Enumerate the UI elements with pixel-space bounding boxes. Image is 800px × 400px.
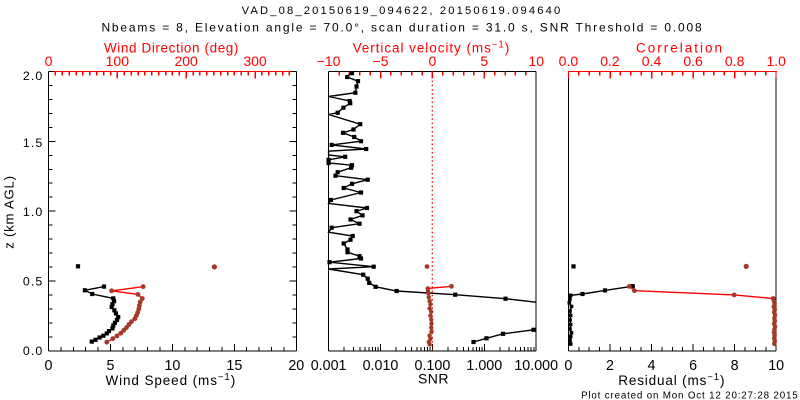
svg-text:1.0: 1.0 bbox=[23, 205, 44, 219]
svg-text:5: 5 bbox=[106, 358, 114, 374]
svg-text:15: 15 bbox=[226, 358, 242, 374]
svg-text:300: 300 bbox=[243, 53, 267, 69]
svg-text:0.6: 0.6 bbox=[683, 53, 703, 69]
svg-text:0: 0 bbox=[45, 53, 53, 69]
svg-text:4: 4 bbox=[648, 358, 656, 374]
svg-text:200: 200 bbox=[174, 53, 198, 69]
svg-text:6: 6 bbox=[689, 358, 697, 374]
svg-text:2.0: 2.0 bbox=[23, 69, 44, 83]
svg-text:10: 10 bbox=[768, 358, 784, 374]
svg-text:Nbeams = 8, Elevation angle =: Nbeams = 8, Elevation angle = 70.0°, sca… bbox=[101, 20, 703, 34]
svg-text:20: 20 bbox=[288, 358, 304, 374]
svg-text:1.0: 1.0 bbox=[766, 53, 786, 69]
svg-text:10: 10 bbox=[164, 358, 180, 374]
svg-text:SNR: SNR bbox=[418, 371, 449, 387]
svg-text:z (km AGL): z (km AGL) bbox=[2, 175, 17, 248]
svg-text:1.000: 1.000 bbox=[466, 358, 502, 374]
svg-text:0.0: 0.0 bbox=[23, 344, 44, 358]
svg-text:0: 0 bbox=[45, 358, 53, 374]
svg-text:2: 2 bbox=[606, 358, 614, 374]
svg-text:0.8: 0.8 bbox=[725, 53, 745, 69]
svg-text:5: 5 bbox=[480, 53, 488, 69]
svg-text:Wind Speed (ms−1): Wind Speed (ms−1) bbox=[105, 372, 236, 388]
svg-text:100: 100 bbox=[106, 53, 130, 69]
svg-text:8: 8 bbox=[731, 358, 739, 374]
svg-text:0: 0 bbox=[564, 358, 572, 374]
svg-text:0.5: 0.5 bbox=[23, 274, 44, 288]
svg-text:0.001: 0.001 bbox=[311, 358, 347, 374]
svg-text:Wind Direction (deg): Wind Direction (deg) bbox=[104, 41, 239, 56]
svg-text:−10: −10 bbox=[317, 53, 341, 69]
svg-text:10.000: 10.000 bbox=[514, 358, 558, 374]
svg-text:0.100: 0.100 bbox=[415, 358, 451, 374]
svg-text:Correlation: Correlation bbox=[636, 41, 724, 56]
svg-text:Plot created on Mon Oct 12 20:: Plot created on Mon Oct 12 20:27:28 2015 bbox=[581, 391, 798, 400]
svg-text:Vertical velocity (ms−1): Vertical velocity (ms−1) bbox=[353, 40, 511, 56]
svg-text:VAD_08_20150619_094622, 201506: VAD_08_20150619_094622, 20150619.094640 bbox=[242, 5, 563, 17]
svg-text:0.010: 0.010 bbox=[363, 358, 399, 374]
svg-text:1.5: 1.5 bbox=[23, 136, 44, 150]
svg-text:0: 0 bbox=[429, 53, 437, 69]
svg-text:−5: −5 bbox=[373, 53, 389, 69]
svg-text:0.2: 0.2 bbox=[600, 53, 620, 69]
svg-text:0.4: 0.4 bbox=[642, 53, 662, 69]
svg-text:10: 10 bbox=[528, 53, 544, 69]
svg-text:Residual (ms−1): Residual (ms−1) bbox=[618, 372, 725, 388]
svg-text:0.0: 0.0 bbox=[559, 53, 579, 69]
